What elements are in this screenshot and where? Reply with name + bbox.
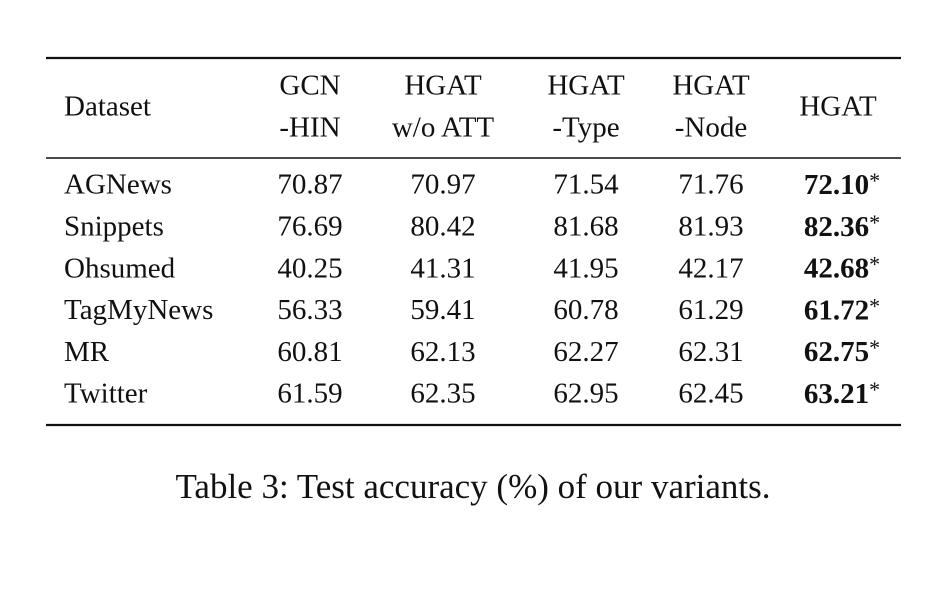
best-value-cell: 61.72* <box>804 293 880 326</box>
value-cell: 61.29 <box>678 294 743 326</box>
header-cell: HGAT <box>799 91 877 123</box>
dataset-cell: Snippets <box>64 210 164 242</box>
significance-mark: * <box>869 377 880 402</box>
significance-mark: * <box>869 335 880 360</box>
value-cell: 71.76 <box>678 169 743 201</box>
value-cell: 70.87 <box>277 169 342 201</box>
table-caption: Table 3: Test accuracy (%) of our varian… <box>175 467 770 506</box>
header-cell: Dataset <box>64 91 151 123</box>
value-cell: 40.25 <box>277 252 342 284</box>
value-cell: 41.31 <box>410 252 475 284</box>
best-value: 72.10 <box>804 169 869 201</box>
header-cell: w/o ATT <box>392 112 495 144</box>
value-cell: 62.95 <box>553 378 618 410</box>
header-cell: -Type <box>552 112 619 144</box>
dataset-cell: AGNews <box>64 169 172 201</box>
value-cell: 62.31 <box>678 336 743 368</box>
best-value-cell: 63.21* <box>804 377 880 410</box>
significance-mark: * <box>869 252 880 277</box>
value-cell: 56.33 <box>277 294 342 326</box>
significance-mark: * <box>869 168 880 193</box>
value-cell: 41.95 <box>553 252 618 284</box>
value-cell: 60.81 <box>277 336 342 368</box>
value-cell: 61.59 <box>277 378 342 410</box>
value-cell: 70.97 <box>410 169 475 201</box>
header-cell: HGAT <box>547 70 625 102</box>
value-cell: 62.13 <box>410 336 475 368</box>
best-value: 62.75 <box>804 336 869 368</box>
best-value: 82.36 <box>804 210 869 242</box>
best-value: 63.21 <box>804 378 869 410</box>
dataset-cell: MR <box>64 336 110 368</box>
value-cell: 42.17 <box>678 252 743 284</box>
value-cell: 76.69 <box>277 210 342 242</box>
best-value: 42.68 <box>804 252 869 284</box>
value-cell: 71.54 <box>553 169 619 201</box>
best-value-cell: 82.36* <box>804 210 880 243</box>
dataset-cell: Twitter <box>64 378 148 410</box>
header-cell: HGAT <box>404 70 482 102</box>
value-cell: 62.35 <box>410 378 475 410</box>
value-cell: 59.41 <box>410 294 475 326</box>
header-cell: -Node <box>675 112 747 144</box>
value-cell: 60.78 <box>553 294 618 326</box>
value-cell: 62.27 <box>553 336 618 368</box>
best-value-cell: 72.10* <box>804 168 880 201</box>
dataset-cell: Ohsumed <box>64 252 176 284</box>
value-cell: 62.45 <box>678 378 743 410</box>
significance-mark: * <box>869 210 880 235</box>
best-value: 61.72 <box>804 294 869 326</box>
significance-mark: * <box>869 293 880 318</box>
header-cell: -HIN <box>279 112 340 144</box>
dataset-cell: TagMyNews <box>64 294 213 326</box>
best-value-cell: 62.75* <box>804 335 880 368</box>
value-cell: 80.42 <box>410 210 475 242</box>
header-cell: HGAT <box>672 70 750 102</box>
header-cell: GCN <box>279 70 340 102</box>
value-cell: 81.93 <box>678 210 743 242</box>
best-value-cell: 42.68* <box>804 252 880 285</box>
value-cell: 81.68 <box>553 210 618 242</box>
